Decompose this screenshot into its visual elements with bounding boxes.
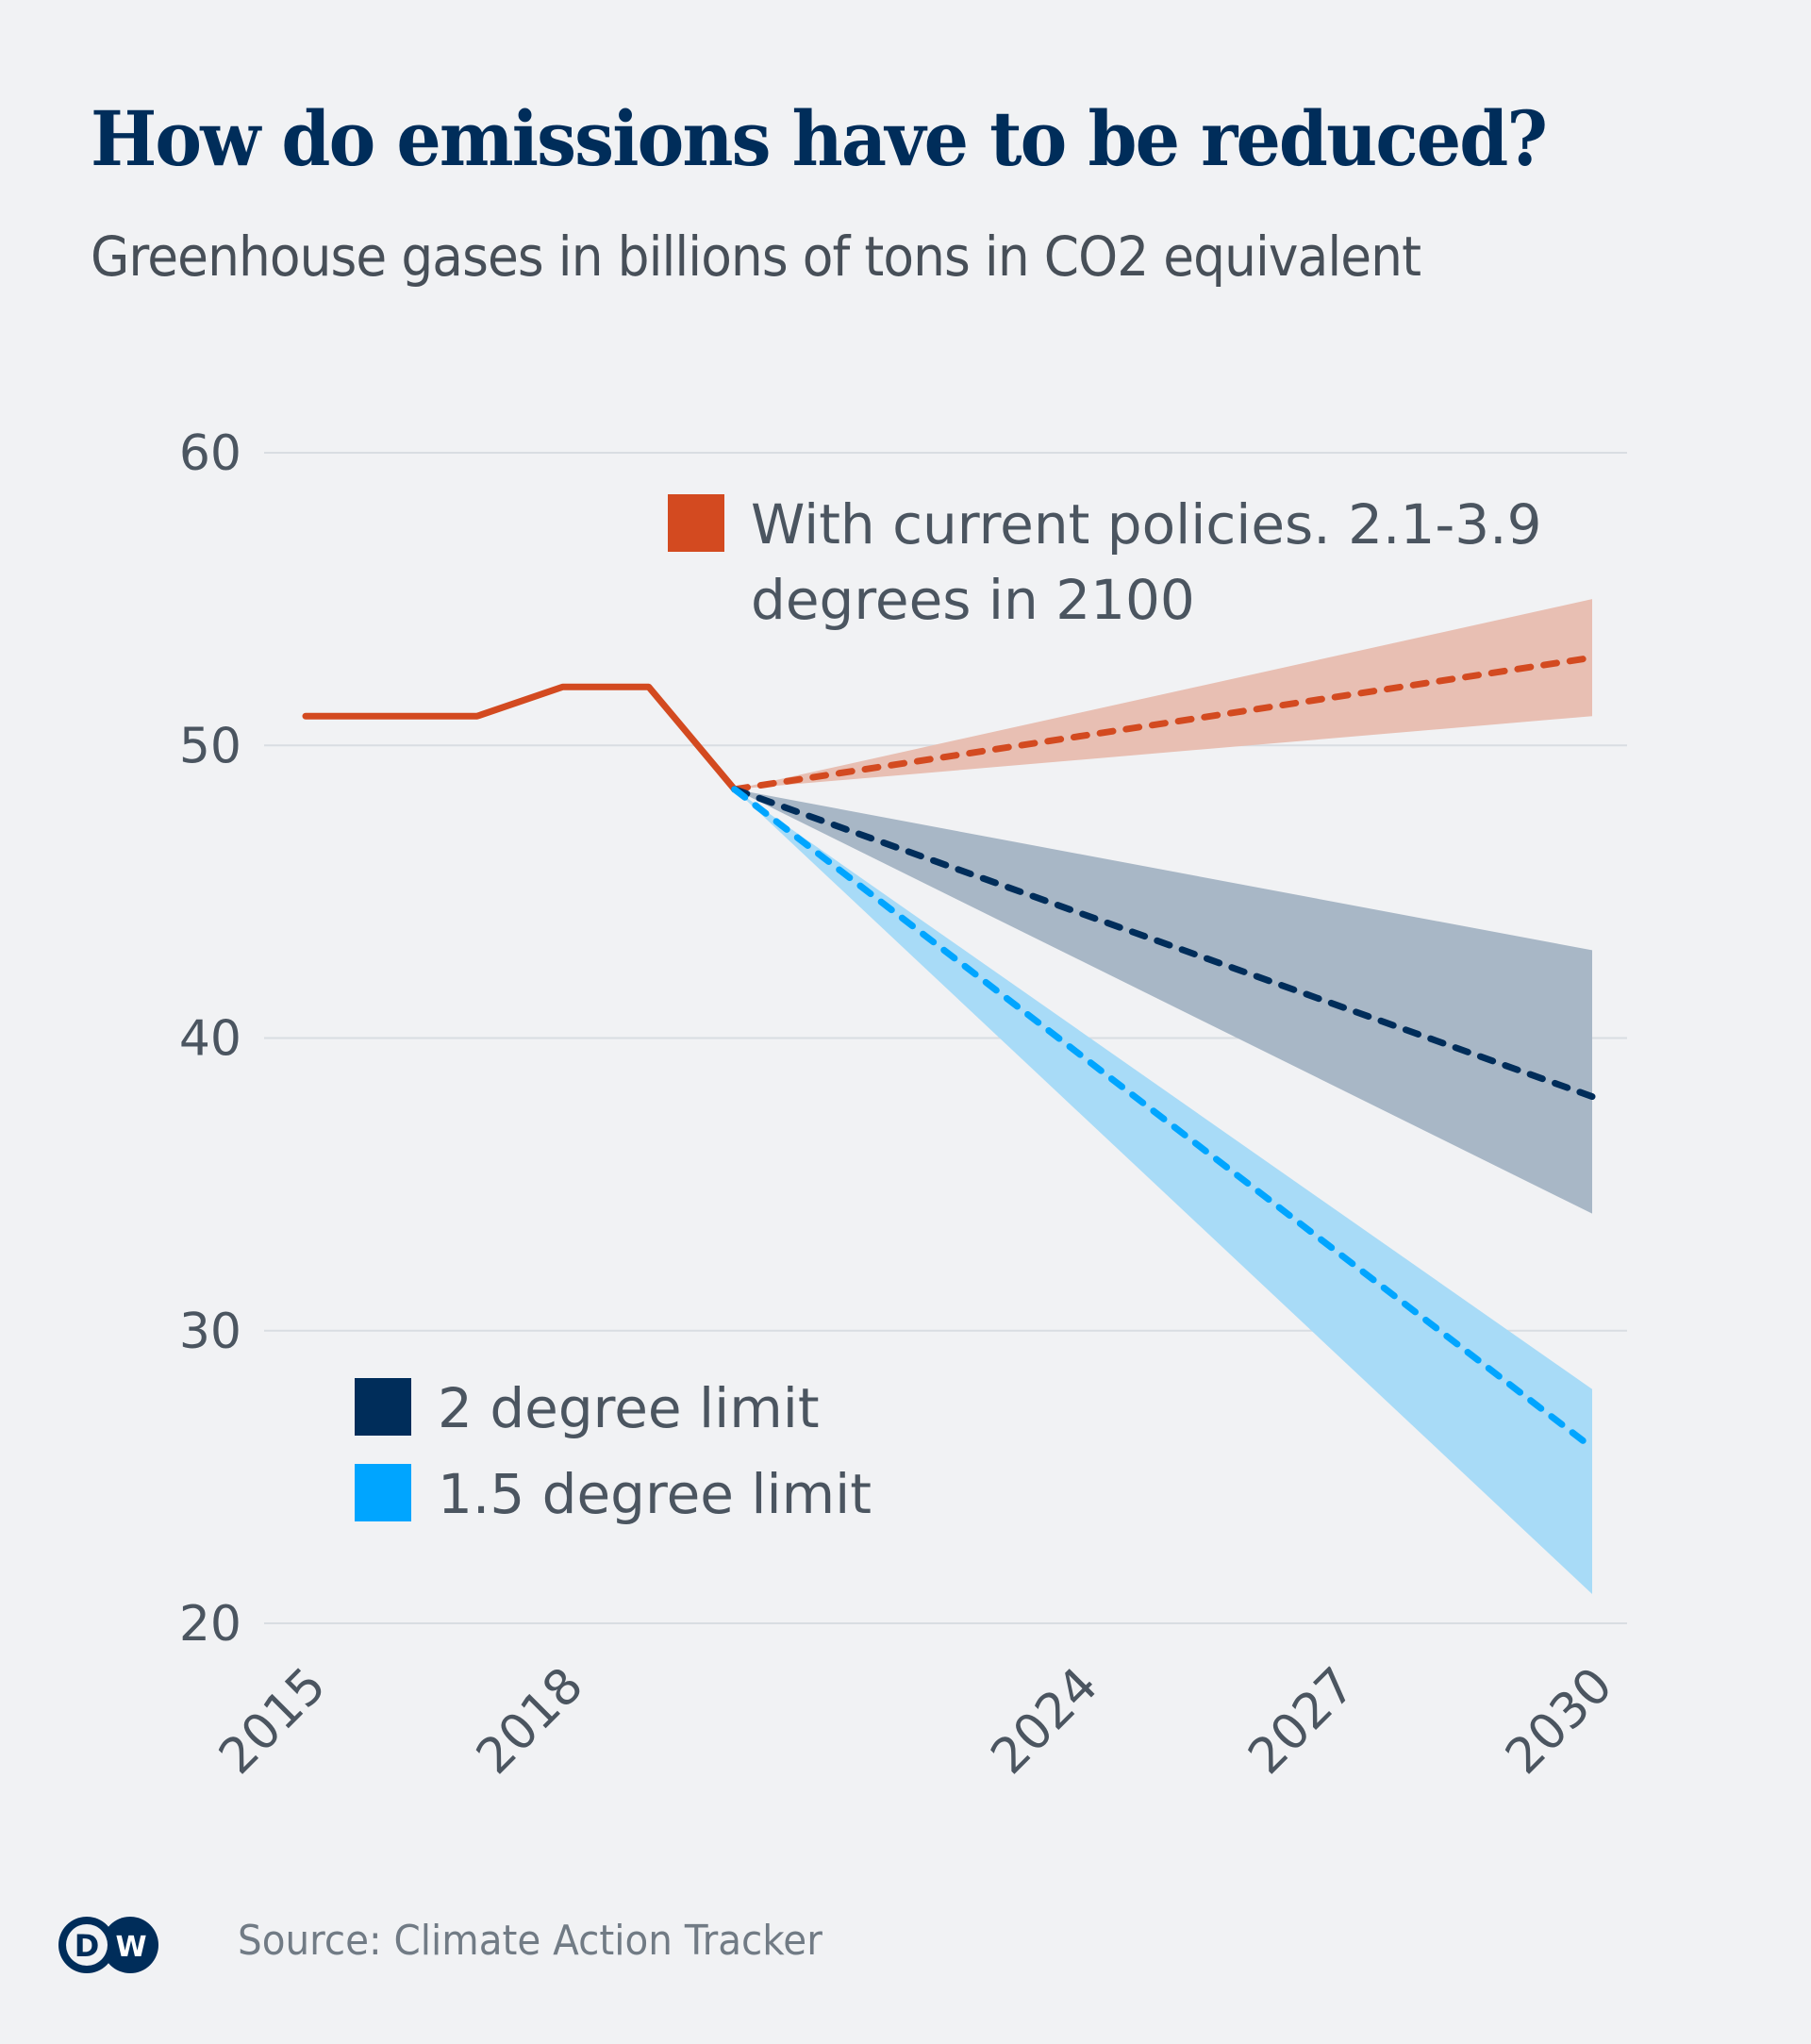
x-tick-label: 2018 — [466, 1657, 594, 1786]
legend-label: 2 degree limit — [438, 1376, 820, 1440]
band-current — [734, 599, 1592, 789]
x-tick-label: 2015 — [208, 1657, 337, 1786]
chart-title: How do emissions have to be reduced? — [91, 94, 1548, 183]
y-tick-label: 40 — [179, 1011, 241, 1068]
y-tick-label: 30 — [179, 1304, 241, 1360]
legend-label: 1.5 degree limit — [438, 1462, 872, 1526]
line-current — [731, 654, 1596, 793]
x-axis-ticks: 2015 2018 2024 2027 2030 — [208, 1657, 1623, 1786]
projection-bands — [734, 599, 1592, 1594]
legend-label: With current policies. 2.1-3.9 — [751, 492, 1542, 557]
historical-line — [302, 683, 739, 793]
source-note: Source: Climate Action Tracker — [238, 1917, 822, 1965]
chart-subtitle: Greenhouse gases in billions of tons in … — [91, 224, 1421, 289]
line-two — [731, 786, 1596, 1101]
svg-text:D: D — [75, 1928, 100, 1964]
legend-swatch — [668, 494, 724, 552]
svg-text:W: W — [115, 1931, 146, 1964]
band-onefive — [734, 789, 1592, 1594]
legend: With current policies. 2.1-3.9 degrees in… — [355, 492, 1542, 1526]
legend-swatch — [355, 1378, 411, 1436]
x-tick-label: 2030 — [1495, 1657, 1623, 1786]
y-tick-label: 50 — [179, 718, 241, 774]
x-tick-label: 2027 — [1238, 1657, 1366, 1786]
dw-logo-icon: D W — [58, 1917, 158, 1973]
band-two — [734, 789, 1592, 1214]
x-tick-label: 2024 — [981, 1657, 1109, 1786]
legend-label: degrees in 2100 — [751, 568, 1195, 632]
y-tick-label: 20 — [179, 1596, 241, 1653]
series-lines — [302, 654, 1596, 1452]
line-onefive — [731, 786, 1596, 1452]
y-tick-label: 60 — [179, 425, 241, 482]
dw-logo: D W — [57, 1915, 160, 1979]
y-axis-ticks: 20 30 40 50 60 — [179, 425, 241, 1653]
legend-swatch — [355, 1464, 411, 1521]
